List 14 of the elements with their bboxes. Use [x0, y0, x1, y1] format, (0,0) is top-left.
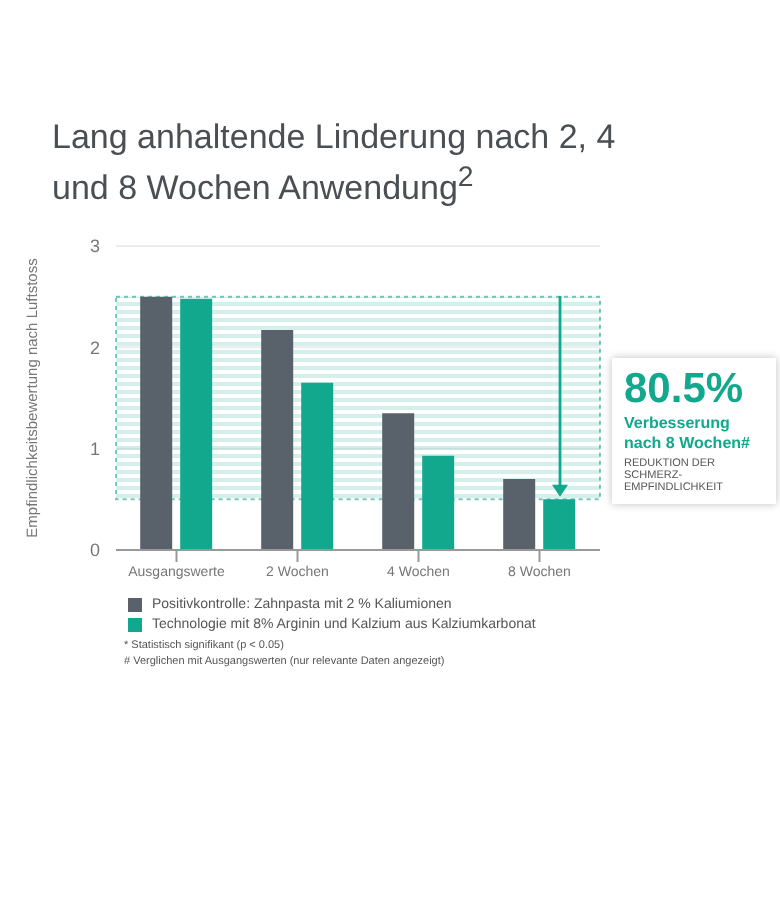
y-tick-label: 0 — [89, 539, 100, 560]
bar — [261, 329, 294, 550]
bar — [422, 455, 455, 550]
y-tick-label: 2 — [89, 337, 100, 358]
text: Verbesserung nach 8 Wochen# — [624, 413, 752, 454]
bar — [382, 412, 415, 550]
text: 80.5% — [624, 365, 746, 414]
bar — [503, 478, 536, 550]
bar — [140, 295, 173, 550]
bar — [301, 382, 334, 550]
y-tick-label: 1 — [89, 438, 100, 459]
chart-title: Lang anhaltende Linderung nach 2, 4 und 8 Wochen Anwendung$^{2}$ — [52, 116, 618, 210]
bar — [180, 298, 213, 550]
y-tick-label: 3 — [89, 235, 100, 256]
